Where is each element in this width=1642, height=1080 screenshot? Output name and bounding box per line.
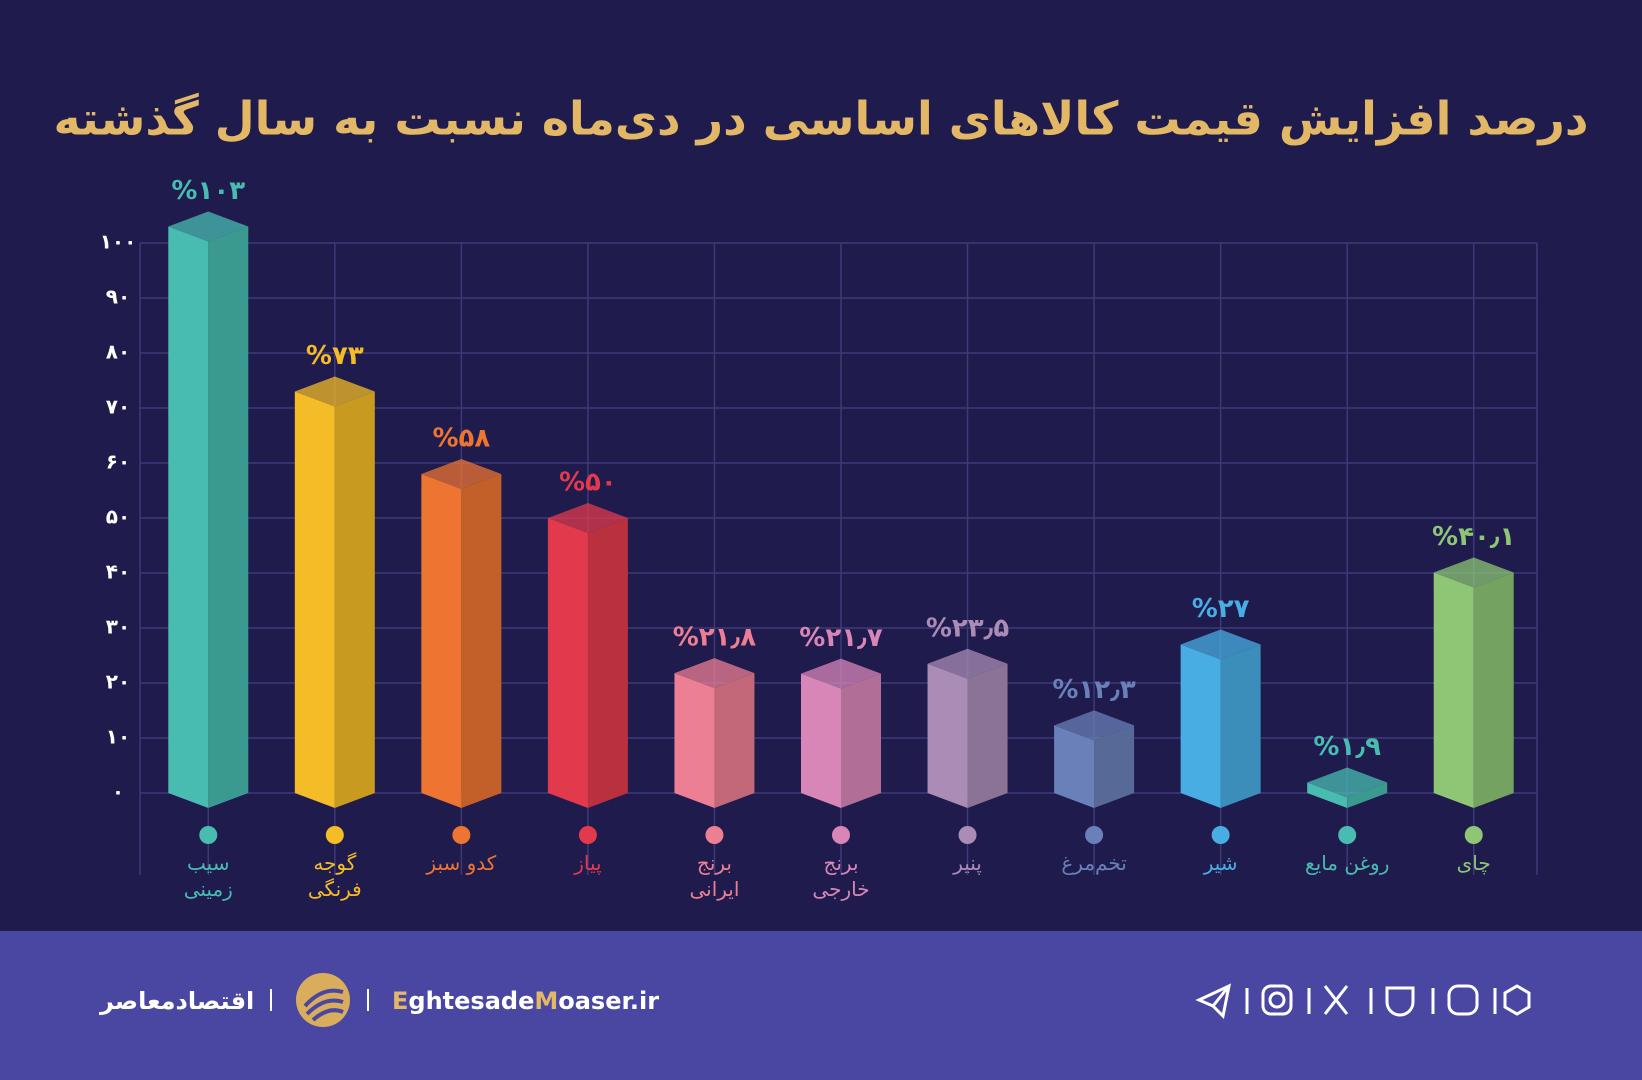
- separator: [367, 989, 369, 1011]
- bar-right-face: [334, 391, 375, 808]
- y-tick-label: ۱۰۰: [100, 230, 137, 254]
- value-label: %۵۰: [559, 468, 617, 498]
- category-dot: [1464, 826, 1483, 844]
- category-dot: [1211, 826, 1230, 844]
- x-tick-label: شیر: [1203, 851, 1238, 875]
- bar-left-face: [294, 391, 335, 808]
- bar-top-face: [674, 658, 755, 689]
- site-part: E: [392, 987, 409, 1015]
- value-label: %۷۳: [306, 341, 364, 371]
- bar-left-face: [1180, 644, 1221, 808]
- bar-top-face: [547, 503, 628, 533]
- y-tick-label: ۷۰: [106, 395, 130, 419]
- value-label: %۲۱٫۷: [799, 623, 883, 653]
- category-dot: [325, 826, 344, 844]
- site-part: ghtesade: [408, 987, 535, 1015]
- category-dot: [199, 826, 218, 844]
- x-tick-label: پیاز: [574, 851, 602, 875]
- bar-top-face: [1180, 629, 1261, 660]
- bar-left-face: [1054, 725, 1095, 808]
- y-tick-label: ۸۰: [106, 340, 130, 364]
- y-tick-label: ۵۰: [106, 505, 130, 529]
- value-label: %۱۲٫۳: [1052, 675, 1136, 705]
- x-tick-label: برنج خارجی: [812, 851, 870, 901]
- y-tick-label: ۳۰: [106, 615, 130, 639]
- site-part: oaser.ir: [558, 987, 660, 1015]
- y-tick-label: ۴۰: [106, 560, 130, 584]
- value-label: %۵۸: [432, 424, 490, 454]
- chart-title: درصد افزایش قیمت کالاهای اساسی در دی‌ماه…: [53, 92, 1588, 146]
- value-label: %۲۱٫۸: [673, 623, 757, 653]
- bar-right-face: [1220, 644, 1261, 808]
- brand-name: اقتصادمعاصر: [100, 987, 255, 1015]
- x-tick-label: برنج ایرانی: [689, 851, 740, 901]
- bar-top-face: [1433, 557, 1514, 588]
- bar-right-face: [461, 474, 502, 808]
- x-tick-label: کدو سبز: [426, 851, 497, 875]
- bar-top-face: [1054, 710, 1135, 741]
- bar-top-face: [168, 211, 249, 242]
- bar-right-face: [1347, 782, 1388, 808]
- bar-right-face: [967, 663, 1008, 808]
- x-tick-label: چای: [1456, 851, 1491, 875]
- bar-left-face: [674, 673, 715, 808]
- website: EghtesadeMoaser.ir: [392, 987, 659, 1015]
- bar-top-face: [1307, 767, 1388, 798]
- x-tick-label: تخم‌مرغ: [1061, 851, 1127, 875]
- value-label: %۴۰٫۱: [1432, 522, 1515, 552]
- social-icons: [1195, 983, 1531, 1020]
- bar-right-face: [714, 673, 755, 808]
- category-dot: [1338, 826, 1357, 844]
- category-dot: [1085, 826, 1104, 844]
- bar-left-face: [1307, 782, 1348, 808]
- separator: [270, 989, 272, 1011]
- bar-top-face: [294, 376, 375, 407]
- bar-right-face: [208, 226, 249, 808]
- value-label: %۲۳٫۵: [926, 613, 1010, 643]
- bar-right-face: [1094, 725, 1135, 808]
- y-tick-label: ۰: [112, 780, 124, 804]
- y-tick-label: ۹۰: [106, 285, 130, 309]
- y-tick-label: ۲۰: [106, 670, 130, 694]
- bar-left-face: [927, 663, 968, 808]
- x-tick-label: سیب زمینی: [183, 851, 233, 901]
- category-dot: [452, 826, 471, 844]
- x-tick-label: پنیر: [953, 851, 982, 875]
- chart: درصد افزایش قیمت کالاهای اساسی در دی‌ماه…: [53, 92, 1589, 875]
- x-tick-label: گوجه فرنگی: [307, 851, 362, 901]
- y-tick-label: ۶۰: [106, 450, 130, 474]
- bar-top-face: [421, 459, 502, 489]
- bar-top-face: [927, 648, 1008, 679]
- bar-right-face: [841, 673, 881, 808]
- bar-left-face: [421, 474, 462, 808]
- bar-left-face: [1433, 572, 1474, 808]
- bar-left-face: [547, 518, 588, 808]
- bar-top-face: [801, 658, 881, 689]
- x-tick-label: روغن مایع: [1304, 851, 1390, 875]
- bar-left-face: [168, 226, 209, 808]
- value-label: %۱٫۹: [1313, 732, 1381, 762]
- category-dot: [832, 826, 850, 844]
- bar-right-face: [1473, 572, 1514, 808]
- value-label: %۲۷: [1192, 594, 1250, 624]
- y-tick-label: ۱۰: [106, 725, 130, 749]
- site-part: M: [534, 987, 559, 1015]
- footer: اقتصادمعاصر EghtesadeMoaser.ir: [0, 931, 1642, 1080]
- category-dot: [705, 826, 724, 844]
- category-dot: [578, 826, 597, 844]
- category-dot: [958, 826, 977, 844]
- bar-left-face: [801, 673, 841, 808]
- logo: [296, 973, 350, 1027]
- bar-right-face: [587, 518, 628, 808]
- value-label: %۱۰۳: [171, 176, 245, 206]
